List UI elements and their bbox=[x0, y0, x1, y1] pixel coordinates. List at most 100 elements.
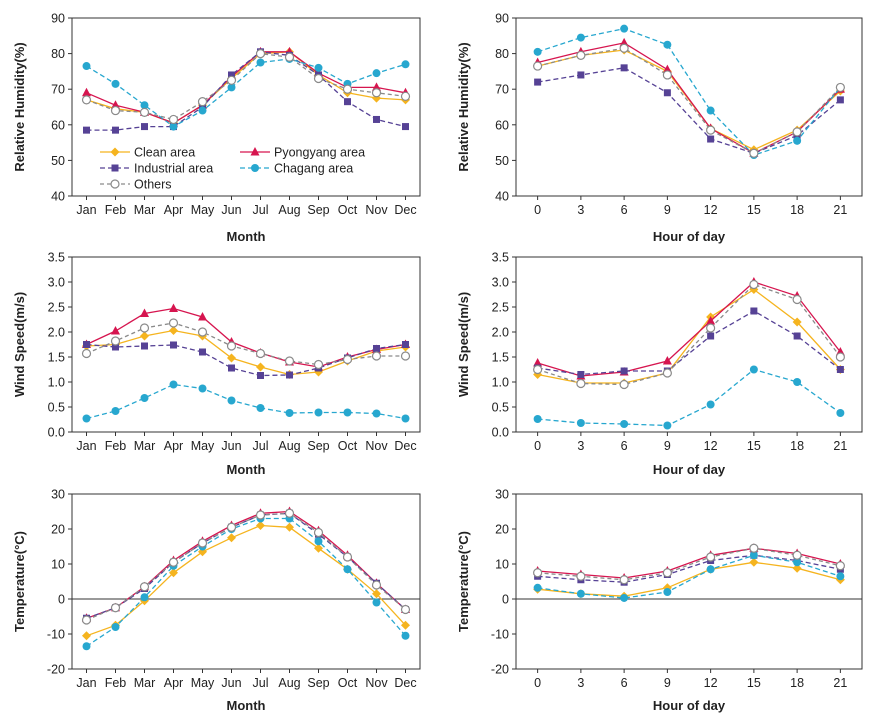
y-tick-label: 3.0 bbox=[492, 276, 509, 290]
clean-area-line bbox=[86, 524, 406, 637]
industrial-area-point bbox=[620, 64, 628, 72]
x-tick-label: Nov bbox=[365, 203, 388, 217]
y-tick-label: -20 bbox=[47, 663, 65, 677]
chagang-area-point bbox=[82, 414, 91, 423]
pyongyang-area-point bbox=[82, 87, 91, 97]
others-point bbox=[835, 561, 845, 571]
chagang-area-point bbox=[706, 565, 715, 574]
plot-frame bbox=[515, 493, 863, 670]
chagang-area-point bbox=[256, 404, 265, 412]
y-tick-label: -10 bbox=[491, 628, 509, 642]
others-point bbox=[706, 552, 716, 562]
y-tick-label: 20 bbox=[51, 523, 65, 537]
y-tick-label: 0.5 bbox=[492, 401, 509, 415]
x-tick-label: Apr bbox=[164, 439, 183, 453]
industrial-area-point bbox=[577, 71, 585, 79]
pyongyang-area-point bbox=[111, 326, 120, 335]
x-tick-label: 21 bbox=[833, 676, 847, 690]
y-tick-label: 0.0 bbox=[48, 426, 65, 440]
chagang-area-line bbox=[537, 28, 841, 156]
industrial-area-point bbox=[373, 345, 380, 352]
clean-area-point bbox=[285, 522, 294, 532]
others-point bbox=[792, 127, 802, 137]
x-tick-label: 15 bbox=[747, 676, 761, 690]
y-tick-label: 30 bbox=[51, 488, 65, 502]
chagang-area-point bbox=[140, 593, 149, 602]
chagang-area-point bbox=[749, 365, 758, 374]
x-tick-label: 15 bbox=[747, 439, 761, 453]
others-point bbox=[342, 354, 353, 365]
others-point bbox=[400, 351, 411, 361]
x-tick-label: Jun bbox=[221, 439, 241, 453]
others-point bbox=[313, 359, 324, 370]
others-line bbox=[86, 322, 406, 366]
legend: Clean area Pyongyang area Industrial area C… bbox=[100, 146, 365, 192]
x-tick-label: Sep bbox=[307, 203, 329, 217]
chagang-area-point bbox=[533, 47, 542, 56]
industrial-area-point bbox=[793, 332, 801, 340]
chagang-area-point bbox=[663, 40, 672, 49]
chart-t_hour: -20 -10 0 10 20 30 0 3 6 9 12 15 18 21 Hour of day Temp… bbox=[456, 488, 863, 713]
y-tick-label: 0 bbox=[502, 593, 509, 607]
industrial-area-point bbox=[199, 348, 206, 356]
x-tick-label: Aug bbox=[278, 439, 300, 453]
x-tick-label: Mar bbox=[134, 676, 156, 690]
others-point bbox=[662, 368, 672, 378]
chagang-area-point bbox=[256, 58, 265, 67]
industrial-area-point bbox=[402, 341, 409, 348]
series-chagang-area bbox=[82, 514, 410, 651]
pyongyang-area-line bbox=[537, 281, 841, 377]
chagang-area-point bbox=[663, 421, 672, 430]
others-point bbox=[284, 356, 295, 366]
legend-pyongyang-area-point bbox=[250, 147, 260, 156]
others-point bbox=[749, 148, 759, 158]
y-tick-label: 2.5 bbox=[492, 301, 509, 315]
clean-area-point bbox=[82, 631, 91, 641]
industrial-area-point bbox=[836, 366, 844, 373]
others-point bbox=[313, 527, 324, 538]
y-axis-title: Temperature(°C) bbox=[12, 531, 27, 632]
chagang-area-point bbox=[706, 400, 715, 409]
others-point bbox=[255, 48, 266, 59]
industrial-area-point bbox=[228, 364, 235, 372]
industrial-area-point bbox=[83, 126, 90, 134]
series-chagang-area bbox=[533, 551, 845, 602]
x-tick-label: Sep bbox=[307, 676, 329, 690]
series-chagang-area bbox=[533, 365, 845, 430]
legend-item-clean-area: Clean area bbox=[100, 146, 195, 160]
others-point bbox=[533, 568, 543, 578]
chagang-area-point bbox=[111, 407, 120, 415]
x-tick-label: 3 bbox=[577, 676, 584, 690]
x-tick-label: Jul bbox=[253, 676, 269, 690]
others-point bbox=[110, 336, 121, 346]
clean-area-point bbox=[256, 521, 265, 530]
chagang-area-point bbox=[285, 409, 294, 417]
others-point bbox=[284, 52, 295, 62]
x-axis-title: Hour of day bbox=[653, 462, 726, 477]
chagang-area-point bbox=[836, 572, 845, 581]
legend-label: Pyongyang area bbox=[274, 146, 365, 160]
legend-label: Industrial area bbox=[134, 162, 213, 176]
others-point bbox=[792, 294, 802, 305]
industrial-area-line bbox=[86, 343, 406, 377]
others-line bbox=[86, 512, 406, 621]
x-tick-label: 21 bbox=[833, 439, 847, 453]
y-tick-label: 3.5 bbox=[48, 251, 65, 265]
pyongyang-area-point bbox=[662, 356, 672, 365]
industrial-area-line bbox=[537, 310, 841, 376]
y-tick-label: 30 bbox=[495, 488, 509, 502]
chagang-area-point bbox=[140, 101, 149, 110]
x-tick-label: Jun bbox=[221, 676, 241, 690]
x-tick-label: 18 bbox=[790, 676, 804, 690]
others-point bbox=[81, 95, 92, 105]
y-tick-label: 0 bbox=[58, 593, 65, 607]
others-line bbox=[537, 547, 841, 581]
series-industrial-area bbox=[83, 341, 409, 379]
pyongyang-area-point bbox=[198, 312, 207, 321]
y-tick-label: 0.0 bbox=[492, 426, 509, 440]
pyongyang-area-point bbox=[140, 308, 149, 317]
chagang-area-point bbox=[663, 588, 672, 596]
x-tick-label: 12 bbox=[704, 203, 718, 217]
x-tick-label: Dec bbox=[394, 203, 416, 217]
legend-item-pyongyang-area: Pyongyang area bbox=[240, 146, 365, 160]
